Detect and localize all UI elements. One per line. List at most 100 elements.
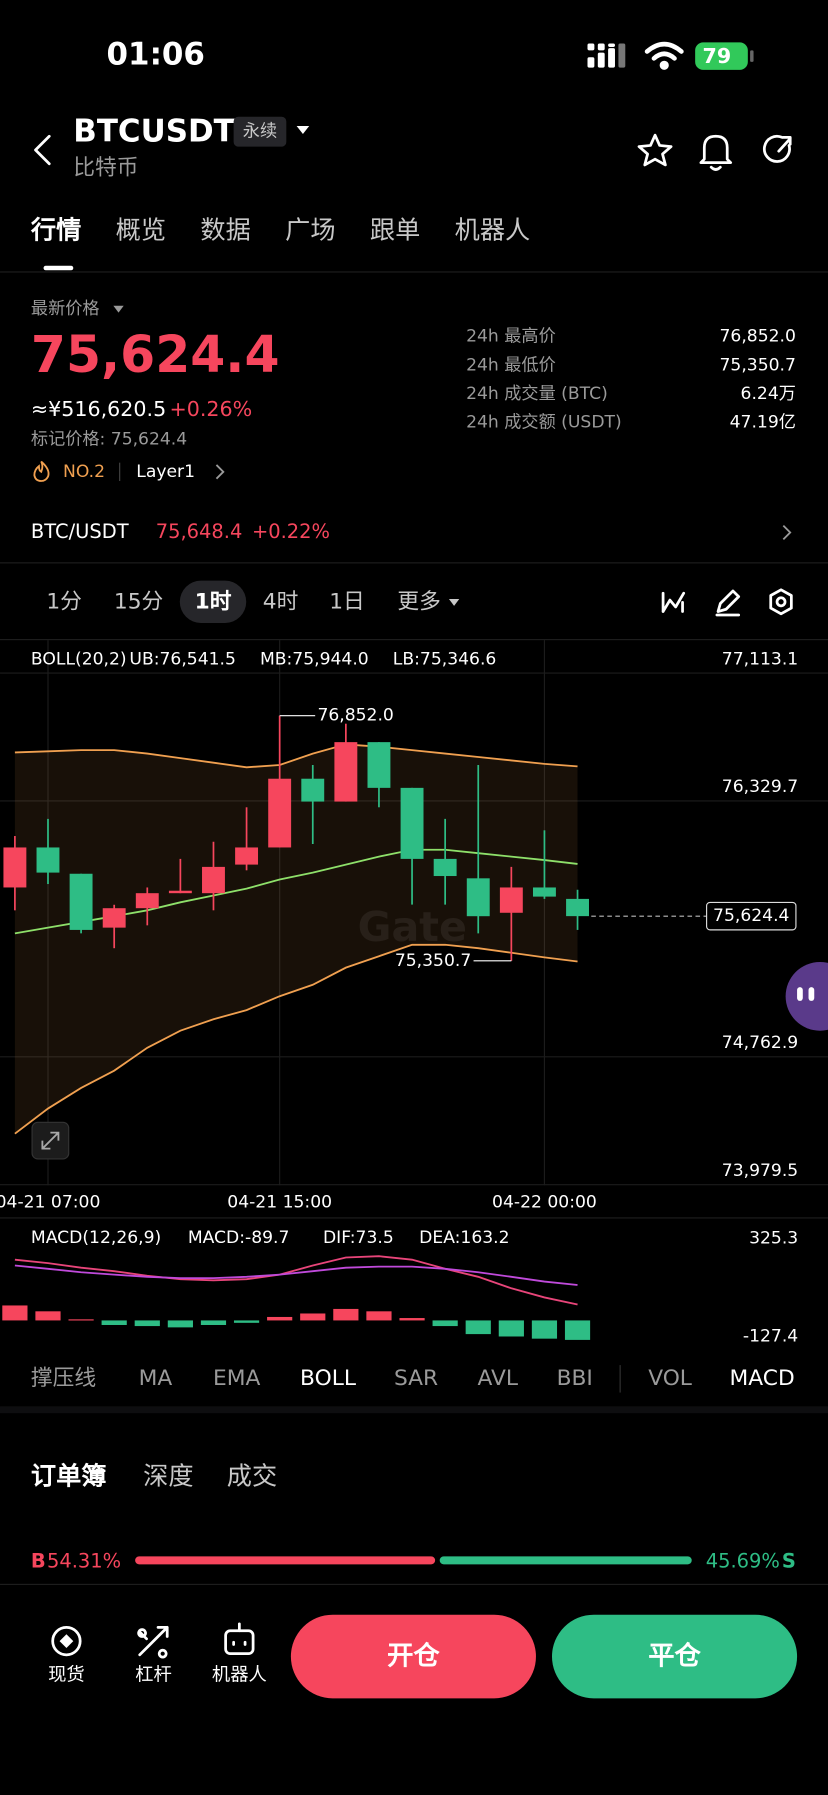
candle-body <box>334 742 358 802</box>
tab[interactable]: 广场 <box>285 215 335 244</box>
spot-icon[interactable] <box>51 1625 82 1657</box>
badge-bg <box>233 116 287 147</box>
candle-body <box>202 866 225 894</box>
dropdown-arrow[interactable] <box>113 305 124 313</box>
orderbook-tab[interactable]: 深度 <box>143 1461 193 1490</box>
candle-body <box>566 898 589 917</box>
price-change: +0.26% <box>169 397 252 421</box>
indicator-tab[interactable]: MACD <box>730 1366 795 1391</box>
legend-entry: UB:76,541.5 <box>129 650 236 670</box>
low-label: 75,350.7 <box>395 951 471 971</box>
orderbook-tab[interactable]: 成交 <box>227 1461 277 1490</box>
candle-body <box>301 778 325 802</box>
macd-bar <box>333 1308 359 1321</box>
open-button-label: 开仓 <box>387 1641 440 1672</box>
tab[interactable]: 机器人 <box>455 215 531 244</box>
dropdown-arrow[interactable] <box>296 125 310 134</box>
macd-chart: 325.3 -127.4 MACD(12,26,9) MACD:-89.7 DIF:73… <box>2 1228 798 1347</box>
candle-body <box>400 787 424 859</box>
tab[interactable]: 跟单 <box>370 215 420 244</box>
tab[interactable]: 行情 <box>30 215 81 244</box>
x-tick-label: 04-21 07:00 <box>0 1192 100 1212</box>
share-button[interactable] <box>762 134 792 163</box>
stat-label: 24h 最高价 <box>466 327 556 347</box>
stat-value: 6.24万 <box>741 384 796 404</box>
back-button[interactable] <box>34 134 51 166</box>
chevron <box>215 464 225 480</box>
macd-bar <box>399 1318 425 1321</box>
floating-assistant[interactable] <box>785 961 828 1031</box>
stat-value: 76,852.0 <box>720 327 796 347</box>
indicator-tab[interactable]: MA <box>139 1366 173 1391</box>
settings-button-dot <box>775 596 787 608</box>
alert-button[interactable] <box>699 134 733 171</box>
macd-bar <box>300 1313 326 1321</box>
x-tick-label: 04-22 00:00 <box>492 1192 597 1212</box>
spot-change: +0.22% <box>252 520 330 543</box>
boll-band <box>14 744 578 1134</box>
candle-body <box>367 742 391 788</box>
last-price: 75,624.4 <box>31 325 280 384</box>
indicator-tab[interactable]: EMA <box>213 1366 261 1391</box>
orderbook-tab[interactable]: 订单簿 <box>31 1461 107 1490</box>
legend-entry: MACD:-89.7 <box>188 1228 290 1248</box>
indicator-tab[interactable]: AVL <box>478 1366 518 1391</box>
candle-body <box>36 847 60 873</box>
nav-label[interactable]: 杠杆 <box>135 1664 172 1685</box>
macd-title: MACD(12,26,9) <box>31 1228 161 1248</box>
close-button[interactable] <box>551 1614 798 1699</box>
interval[interactable]: 4时 <box>263 589 299 614</box>
y-tick-label: 76,329.7 <box>722 777 798 797</box>
sell-bar <box>439 1556 692 1565</box>
close-button-label: 平仓 <box>648 1641 701 1672</box>
indicator-tab[interactable]: SAR <box>394 1366 438 1391</box>
boll-line <box>14 943 578 1135</box>
y-tick-label: 74,762.9 <box>722 1033 798 1053</box>
favorite-button[interactable] <box>637 133 673 167</box>
macd-bar <box>564 1320 591 1340</box>
divider <box>0 271 828 273</box>
interval[interactable]: 15分 <box>114 589 163 614</box>
hot-icon <box>33 460 50 482</box>
interval[interactable]: 1日 <box>329 589 365 614</box>
interval[interactable]: 1分 <box>46 589 82 614</box>
chevron[interactable] <box>782 525 792 541</box>
margin-icon[interactable] <box>137 1625 169 1659</box>
y-tick-label: 77,113.1 <box>722 649 798 669</box>
interval[interactable]: 1时 <box>195 589 232 614</box>
badge[interactable]: 永续 <box>243 122 277 142</box>
high-label: 76,852.0 <box>317 706 393 726</box>
macd-bar <box>35 1311 61 1321</box>
divider <box>0 562 828 564</box>
indicator-tab[interactable]: VOL <box>648 1366 692 1391</box>
settings-button[interactable] <box>769 588 793 616</box>
macd-line <box>14 1264 578 1286</box>
rank[interactable]: NO.2 <box>63 462 105 482</box>
nav-label[interactable]: 机器人 <box>212 1664 267 1685</box>
tab[interactable]: 数据 <box>200 215 250 244</box>
draw-button[interactable] <box>715 589 741 617</box>
interval[interactable]: 更多 <box>397 589 441 614</box>
buy-tag: B <box>31 1550 46 1573</box>
dropdown-arrow[interactable] <box>448 598 460 606</box>
stat-label: 24h 最低价 <box>466 355 556 375</box>
indicator-tab[interactable]: 撑压线 <box>31 1366 96 1391</box>
spot-icon-core <box>59 1634 74 1648</box>
spot-pair[interactable]: BTC/USDT <box>31 520 129 543</box>
y-tick-label: 325.3 <box>749 1228 798 1248</box>
sell-ratio: 45.69% <box>706 1550 780 1573</box>
open-button[interactable] <box>290 1614 536 1699</box>
macd-bar <box>200 1320 227 1325</box>
macd-bar <box>465 1320 491 1335</box>
tab[interactable]: 概览 <box>116 215 166 244</box>
candle-body <box>168 890 192 894</box>
macd-bar <box>498 1320 524 1337</box>
macd-bar <box>366 1311 392 1321</box>
indicator-tab[interactable]: BOLL <box>300 1366 356 1391</box>
indicator-button[interactable] <box>661 591 686 613</box>
nav-label[interactable]: 现货 <box>48 1664 85 1685</box>
indicator-tab[interactable]: BBI <box>557 1366 593 1391</box>
ratio-bar <box>135 1556 692 1565</box>
sector-tag[interactable]: Layer1 <box>136 462 195 482</box>
sell-tag: S <box>782 1550 796 1573</box>
